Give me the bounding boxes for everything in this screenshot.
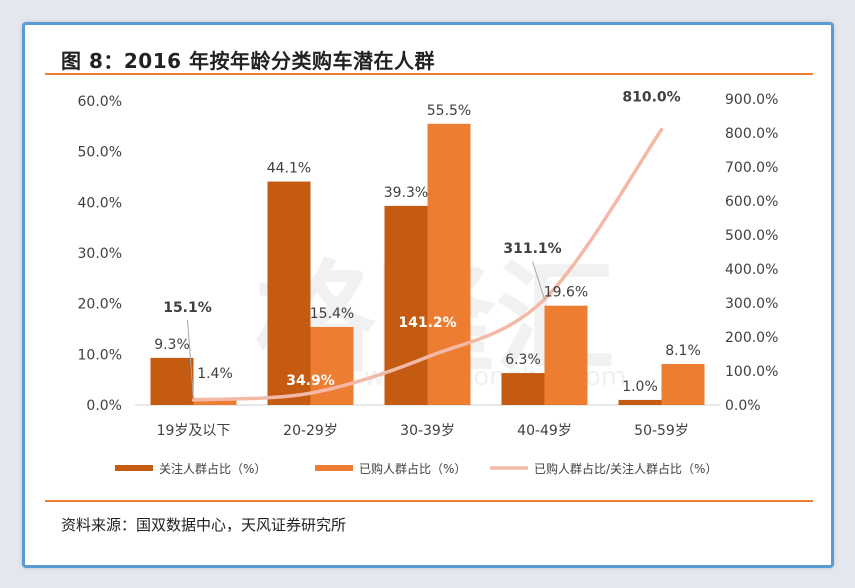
- ratio-line: [191, 127, 664, 402]
- chart-frame: 图 8：2016 年按年龄分类购车潜在人群 格隆汇 www.gelonghui.…: [22, 22, 834, 568]
- legend-label-series-2: 已购人群占比（%）: [359, 461, 466, 476]
- bar-series-2: [544, 305, 588, 405]
- data-label-series-3: 141.2%: [398, 315, 456, 331]
- chart-title: 图 8：2016 年按年龄分类购车潜在人群: [61, 49, 436, 73]
- data-label-series-3: 15.1%: [163, 300, 212, 316]
- y-left-tick-label: 20.0%: [78, 297, 122, 313]
- y-right-tick-label: 800.0%: [725, 126, 778, 142]
- ratio-point: [309, 391, 312, 395]
- data-label-leader: [532, 261, 545, 300]
- source-divider: [45, 500, 813, 502]
- chart-legend: 关注人群占比（%） 已购人群占比（%） 已购人群占比/关注人群占比（%）: [115, 461, 717, 476]
- data-label-series-2: 55.5%: [427, 103, 471, 119]
- title-divider: [45, 73, 813, 75]
- chart-canvas: 格隆汇 www.gelonghui.com 0.0%10.0%20.0%30.0…: [78, 90, 779, 476]
- y-left-tick-label: 50.0%: [78, 145, 122, 161]
- ratio-point: [426, 355, 429, 359]
- y-left-tick-label: 60.0%: [78, 94, 122, 110]
- data-label-series-1: 44.1%: [267, 161, 311, 177]
- legend-label-series-1: 关注人群占比（%）: [159, 461, 266, 476]
- y-right-tick-label: 200.0%: [725, 330, 778, 346]
- x-category-label: 40-49岁: [517, 423, 572, 439]
- ratio-point: [660, 128, 663, 132]
- bar-series-1: [501, 373, 545, 405]
- y-right-tick-label: 900.0%: [725, 92, 778, 108]
- bar-series-2: [193, 397, 237, 405]
- source-note: 资料来源：国双数据中心，天风证券研究所: [61, 516, 347, 534]
- legend-label-series-3: 已购人群占比/关注人群占比（%）: [534, 461, 717, 476]
- y-left-tick-label: 30.0%: [78, 246, 122, 262]
- bar-series-1: [267, 181, 311, 405]
- y-right-tick-label: 0.0%: [725, 398, 761, 414]
- chart-axes: 0.0% 10.0% 20.0% 30.0% 40.0% 50.0% 60.0% 0.0% 10…: [78, 92, 779, 439]
- bar-series-2: [661, 363, 705, 405]
- data-label-series-2: 1.4%: [197, 366, 233, 382]
- bar-series-2: [427, 123, 471, 406]
- data-label-series-2: 19.6%: [544, 285, 588, 301]
- y-left-tick-label: 40.0%: [78, 195, 122, 211]
- y-right-tick-label: 500.0%: [725, 228, 778, 244]
- data-label-series-3: 810.0%: [622, 90, 680, 106]
- data-label-series-3: 311.1%: [503, 241, 561, 257]
- data-label-leader: [187, 319, 194, 400]
- chart-data-labels: 9.3% 44.1% 39.3% 6.3% 1.0% 1.4% 15.4% 55.5% 19.6…: [154, 90, 701, 400]
- y-right-tick-label: 700.0%: [725, 160, 778, 176]
- bar-series-1: [384, 205, 428, 405]
- x-category-label: 20-29岁: [283, 423, 338, 439]
- bar-series-1: [618, 399, 662, 405]
- data-label-series-1: 6.3%: [505, 352, 541, 368]
- data-label-series-2: 8.1%: [665, 343, 701, 359]
- legend-swatch-series-1: [115, 465, 153, 471]
- y-right-tick-label: 400.0%: [725, 262, 778, 278]
- chart-bars: [150, 123, 705, 406]
- legend-swatch-series-2: [315, 465, 353, 471]
- y-right-tick-label: 600.0%: [725, 194, 778, 210]
- y-right-tick-label: 300.0%: [725, 296, 778, 312]
- x-category-label: 30-39岁: [400, 423, 455, 439]
- data-label-series-3: 34.9%: [286, 373, 335, 389]
- x-category-label: 50-59岁: [634, 423, 689, 439]
- data-label-series-1: 9.3%: [154, 337, 190, 353]
- y-right-tick-label: 100.0%: [725, 364, 778, 380]
- data-label-series-2: 15.4%: [310, 306, 354, 322]
- y-left-tick-label: 10.0%: [78, 347, 122, 363]
- x-category-label: 19岁及以下: [157, 423, 231, 439]
- y-left-tick-label: 0.0%: [86, 398, 122, 414]
- data-label-series-1: 39.3%: [384, 185, 428, 201]
- data-label-series-1: 1.0%: [622, 379, 658, 395]
- bar-series-1: [150, 357, 194, 405]
